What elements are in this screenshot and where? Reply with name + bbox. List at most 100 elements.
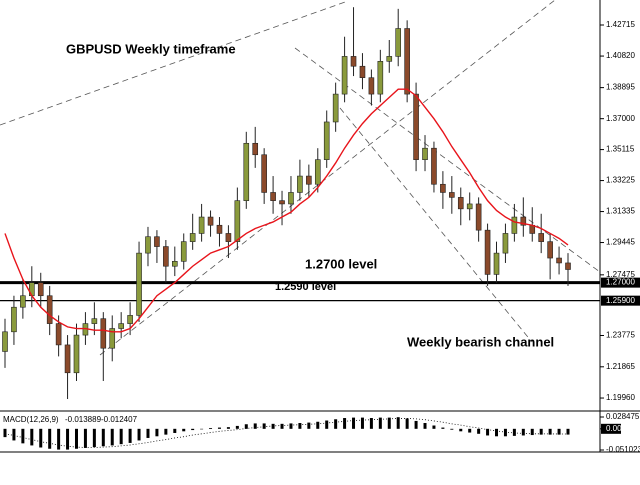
macd-bar xyxy=(521,428,525,436)
candle-body xyxy=(207,216,214,226)
candle-body xyxy=(198,216,205,234)
candle-body xyxy=(64,344,71,374)
macd-bar xyxy=(441,427,445,429)
candle-body xyxy=(350,56,357,67)
macd-value: -0.013889 xyxy=(65,415,102,424)
candle-body xyxy=(118,323,124,329)
candle-body xyxy=(502,233,509,254)
level-label: 1.25900 xyxy=(606,296,635,305)
moving-average xyxy=(4,88,569,333)
macd-bar xyxy=(226,427,230,429)
macd-bar xyxy=(83,428,87,448)
macd-bar xyxy=(110,428,114,446)
candle-body xyxy=(136,252,142,316)
macd-bar xyxy=(334,419,338,429)
y-tick-label: 1.37000 xyxy=(606,114,635,123)
candle-body xyxy=(386,56,393,62)
candle-body xyxy=(297,175,303,193)
y-tick-label: 1.21865 xyxy=(606,362,635,371)
macd-bar xyxy=(512,428,516,436)
macd-signal-value: -0.012407 xyxy=(101,415,138,424)
candle-body xyxy=(279,200,285,205)
macd-bar xyxy=(66,428,70,450)
macd-bar xyxy=(128,428,132,443)
candle-body xyxy=(46,295,53,324)
macd-bar xyxy=(262,423,266,429)
candle-body xyxy=(457,197,464,210)
candle-body xyxy=(288,192,294,205)
macd-bar xyxy=(200,428,204,430)
candle-body xyxy=(234,200,241,242)
macd-bar xyxy=(495,428,499,437)
candle-body xyxy=(109,328,116,349)
candle-body xyxy=(368,77,375,95)
candle-body xyxy=(484,229,491,275)
macd-bar xyxy=(459,428,463,432)
macd-bar xyxy=(182,428,186,432)
candle-body xyxy=(145,236,151,254)
macd-bar xyxy=(307,422,311,429)
macd-bar xyxy=(101,428,105,447)
candle-body xyxy=(73,334,80,374)
candle-body xyxy=(565,262,571,270)
y-tick-label: 1.31335 xyxy=(606,207,635,216)
macd-bar xyxy=(12,428,16,441)
candle-body xyxy=(216,224,223,234)
candle-body xyxy=(520,216,527,226)
macd-bar xyxy=(48,428,52,449)
candle-body xyxy=(556,257,562,264)
candle-body xyxy=(154,236,160,247)
macd-bar xyxy=(468,428,472,433)
candle-body xyxy=(323,121,330,160)
candle-body xyxy=(359,65,366,79)
macd-bar xyxy=(369,418,373,429)
level-label-box xyxy=(601,295,640,306)
channel-line xyxy=(339,107,533,343)
level-annotation: 1.2590 level xyxy=(275,281,336,293)
macd-bar xyxy=(280,423,284,429)
macd-bar xyxy=(557,428,561,435)
candle-body xyxy=(466,203,473,210)
y-tick-label: 1.40820 xyxy=(606,51,635,60)
macd-name: MACD(12,26,9) xyxy=(3,415,59,424)
macd-bar xyxy=(298,423,302,429)
macd-bar xyxy=(360,417,364,429)
candle-body xyxy=(449,192,455,198)
level-label: 1.27000 xyxy=(606,278,635,287)
zero-label-box xyxy=(601,423,621,434)
candle-body xyxy=(189,233,196,242)
y-tick-label: 1.23775 xyxy=(606,331,635,340)
macd-bar xyxy=(92,428,96,448)
candle-body xyxy=(511,216,518,234)
macd-bar xyxy=(378,417,382,429)
y2-tick-label: 0.00 xyxy=(606,424,622,433)
candle-body xyxy=(314,159,321,185)
level-annotation: 1.2700 level xyxy=(305,256,377,271)
candle-body xyxy=(225,233,232,242)
candle-body xyxy=(440,183,446,193)
macd-bar xyxy=(432,425,436,429)
macd-bar xyxy=(450,428,454,430)
candle-body xyxy=(493,252,500,275)
macd-bar xyxy=(414,420,418,429)
y-tick-label: 1.19960 xyxy=(606,393,635,402)
macd-bar xyxy=(146,428,150,438)
candle-body xyxy=(261,154,267,193)
macd-bar xyxy=(30,428,34,446)
macd-bar xyxy=(119,428,123,445)
macd-bar xyxy=(209,427,213,429)
candle-body xyxy=(404,28,410,95)
y-tick-label: 1.42715 xyxy=(606,20,635,29)
candle-body xyxy=(11,306,17,333)
macd-bar xyxy=(74,428,78,449)
macd-bar xyxy=(253,423,257,429)
macd-bar xyxy=(289,423,293,429)
candle-body xyxy=(431,147,437,185)
candle-body xyxy=(163,246,169,267)
y2-tick-label: -0.051023 xyxy=(606,445,640,454)
y-tick-label: 1.27475 xyxy=(606,270,635,279)
macd-bar xyxy=(3,428,7,438)
candle-body xyxy=(377,61,384,95)
